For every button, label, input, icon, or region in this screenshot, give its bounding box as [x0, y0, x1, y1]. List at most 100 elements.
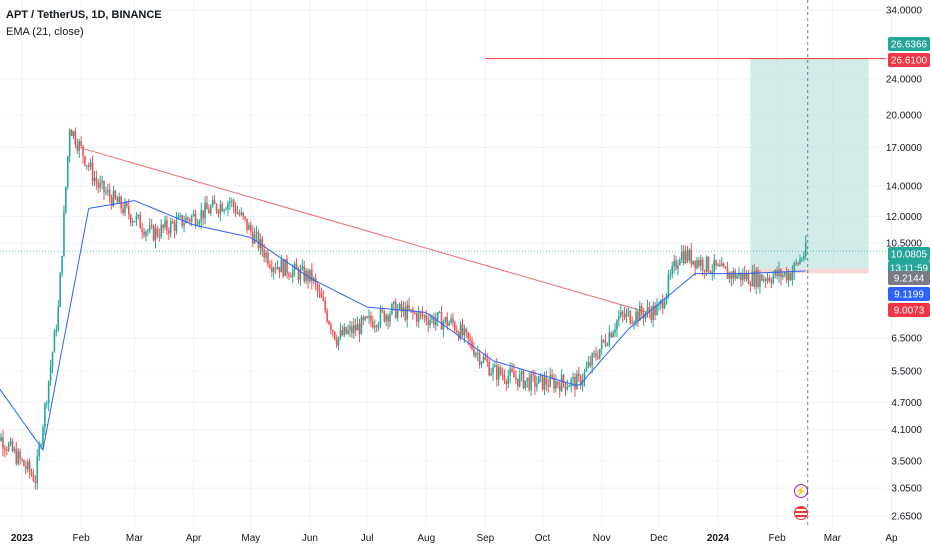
candle-body	[147, 230, 149, 232]
candle-body	[496, 365, 498, 380]
candle-body	[311, 269, 313, 282]
candle-body	[393, 301, 395, 305]
candle-body	[364, 316, 367, 320]
candle-body	[762, 279, 765, 281]
candle-body	[476, 352, 479, 354]
candle-body	[208, 209, 210, 214]
x-tick-label: Feb	[768, 533, 786, 544]
candle-body	[345, 327, 347, 334]
candle-body	[129, 214, 132, 223]
candle-body	[621, 311, 624, 315]
candle-body	[557, 381, 559, 385]
candle-body	[269, 264, 271, 268]
x-tick-label: Mar	[824, 533, 842, 544]
candle-body	[333, 331, 336, 340]
candle-body	[320, 292, 323, 298]
candle-body	[211, 200, 214, 207]
candle-body	[513, 371, 515, 378]
symbol-title[interactable]: APT / TetherUS, 1D, BINANCE	[6, 9, 162, 21]
candle-body	[581, 380, 584, 386]
candle-body	[116, 198, 119, 203]
candle-body	[101, 180, 103, 183]
candle-body	[295, 263, 298, 270]
candle-body	[204, 202, 206, 219]
candle-body	[257, 232, 260, 248]
candle-body	[198, 221, 201, 224]
candle-body	[639, 306, 641, 321]
candle-body	[566, 386, 569, 390]
y-tick-label: 6.5000	[891, 334, 922, 345]
candle-body	[440, 312, 443, 330]
candle-body	[274, 268, 277, 270]
candle-body	[238, 212, 241, 215]
candle-body	[661, 300, 664, 309]
price-tag-entry	[888, 271, 930, 285]
candle-body	[49, 366, 52, 382]
x-tick-label: Sep	[476, 533, 494, 544]
candle-body	[410, 309, 412, 311]
candle-body	[614, 329, 616, 333]
candle-body	[593, 353, 595, 355]
candle-body	[25, 466, 27, 469]
candle-body	[484, 357, 487, 360]
candle-body	[2, 437, 4, 449]
candle-body	[141, 228, 143, 232]
candle-body	[265, 252, 267, 258]
candle-body	[332, 330, 334, 332]
us-flag-icon[interactable]	[794, 506, 808, 520]
candle-body	[406, 305, 408, 320]
candle-body	[469, 338, 471, 341]
x-tick-label: Apr	[186, 533, 202, 544]
candle-body	[324, 300, 326, 311]
candle-body	[341, 330, 344, 336]
candle-body	[0, 437, 2, 441]
candle-body	[282, 259, 285, 276]
candle-body	[524, 380, 527, 388]
candle-body	[15, 449, 18, 464]
candle-body	[686, 250, 689, 261]
candle-body	[192, 213, 195, 217]
candle-body	[160, 224, 162, 237]
candle-body	[505, 381, 508, 384]
candle-body	[692, 260, 695, 265]
candle-body	[68, 130, 71, 157]
candle-body	[606, 345, 609, 347]
candle-body	[722, 263, 725, 267]
candle-body	[354, 325, 357, 331]
candle-body	[534, 375, 536, 387]
candle-body	[95, 177, 98, 183]
candle-body	[28, 461, 31, 472]
lightning-icon[interactable]: ⚡	[794, 484, 808, 498]
candle-body	[539, 374, 542, 377]
candle-body	[86, 165, 88, 167]
candle-body	[743, 272, 746, 280]
price-tag-text: 26.6366	[891, 40, 928, 51]
candle-body	[133, 221, 136, 223]
candle-body	[316, 283, 319, 291]
candle-body	[99, 182, 101, 188]
candle-body	[454, 322, 456, 331]
candle-body	[635, 311, 637, 322]
candle-body	[21, 458, 23, 461]
candle-body	[770, 281, 773, 283]
candle-body	[143, 231, 145, 236]
candle-body	[213, 200, 216, 205]
candle-body	[787, 273, 790, 281]
candle-body	[511, 368, 513, 372]
price-tag-text: 9.1199	[894, 290, 924, 301]
candle-body	[51, 352, 54, 367]
ema-indicator-label[interactable]: EMA (21, close)	[6, 26, 84, 38]
candle-body	[230, 200, 233, 202]
candle-body	[293, 263, 296, 270]
candle-body	[701, 259, 704, 271]
candle-body	[263, 250, 265, 258]
candle-body	[196, 223, 199, 225]
candle-body	[253, 233, 256, 244]
candle-body	[627, 311, 630, 313]
x-tick-label: May	[241, 533, 260, 544]
candle-body	[372, 321, 374, 328]
candle-body	[774, 270, 777, 276]
candle-body	[616, 320, 618, 330]
candle-body	[623, 314, 626, 318]
